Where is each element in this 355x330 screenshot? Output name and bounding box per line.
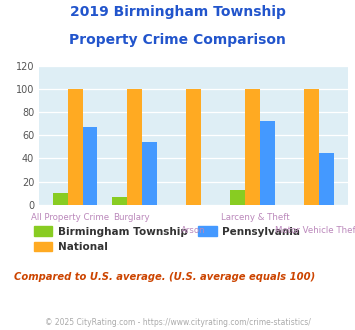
Text: © 2025 CityRating.com - https://www.cityrating.com/crime-statistics/: © 2025 CityRating.com - https://www.city… — [45, 318, 310, 327]
Text: 2019 Birmingham Township: 2019 Birmingham Township — [70, 5, 285, 19]
Bar — [260, 121, 275, 205]
Text: Arson: Arson — [181, 226, 206, 235]
Bar — [245, 89, 260, 205]
Legend: Birmingham Township, National, Pennsylvania: Birmingham Township, National, Pennsylva… — [34, 226, 300, 252]
Bar — [83, 127, 97, 205]
Bar — [230, 189, 245, 205]
Bar — [127, 89, 142, 205]
Bar — [68, 89, 83, 205]
Bar — [186, 89, 201, 205]
Bar — [53, 193, 68, 205]
Text: Burglary: Burglary — [113, 213, 150, 222]
Bar — [304, 89, 319, 205]
Text: Compared to U.S. average. (U.S. average equals 100): Compared to U.S. average. (U.S. average … — [14, 272, 316, 282]
Bar — [319, 152, 334, 205]
Bar — [112, 196, 127, 205]
Text: Property Crime Comparison: Property Crime Comparison — [69, 33, 286, 47]
Text: All Property Crime: All Property Crime — [31, 213, 109, 222]
Bar — [142, 142, 157, 205]
Text: Motor Vehicle Theft: Motor Vehicle Theft — [275, 226, 355, 235]
Text: Larceny & Theft: Larceny & Theft — [221, 213, 290, 222]
